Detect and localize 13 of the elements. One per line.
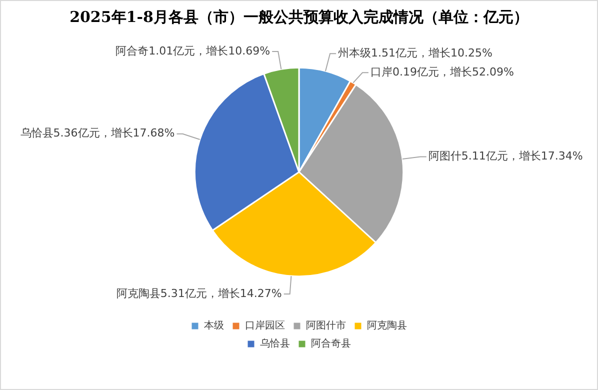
legend-label: 乌恰县 — [260, 338, 290, 350]
legend-label: 本级 — [204, 320, 224, 332]
data-label: 阿克陶县5.31亿元，增长14.27% — [116, 286, 282, 300]
legend-label: 阿图什市 — [306, 320, 346, 332]
legend-label: 阿克陶县 — [367, 320, 407, 332]
chart-title: 2025年1-8月各县（市）一般公共预算收入完成情况（单位：亿元） — [68, 7, 530, 27]
data-label: 州本级1.51亿元，增长10.25% — [338, 46, 492, 60]
data-label: 口岸0.19亿元，增长52.09% — [370, 66, 514, 79]
data-label: 阿合奇1.01亿元，增长10.69% — [116, 44, 270, 58]
legend-label: 口岸园区 — [245, 320, 285, 332]
data-label: 乌恰县5.36亿元，增长17.68% — [20, 126, 175, 140]
data-label: 阿图什5.11亿元，增长17.34% — [428, 150, 583, 163]
legend-label: 阿合奇县 — [311, 338, 351, 350]
